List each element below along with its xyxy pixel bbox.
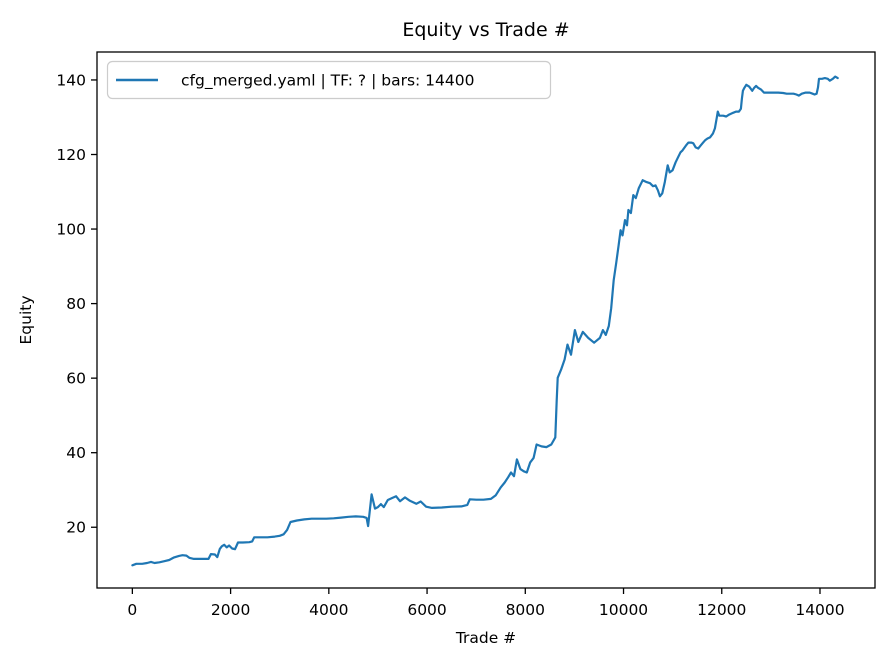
x-tick-label: 6000 [407, 601, 446, 619]
y-axis-label: Equity [17, 295, 35, 344]
y-tick-label: 60 [66, 370, 86, 388]
x-axis-label: Trade # [455, 629, 516, 647]
y-tick-label: 40 [66, 444, 86, 462]
legend-label: cfg_merged.yaml | TF: ? | bars: 14400 [181, 72, 474, 91]
legend: cfg_merged.yaml | TF: ? | bars: 14400 [106, 60, 552, 100]
x-tick-label: 0 [127, 601, 137, 619]
x-axis-ticks: 0 2000 4000 6000 8000 10000 12000 14000 [127, 588, 845, 619]
x-tick-label: 8000 [506, 601, 545, 619]
y-axis-ticks: 20 40 60 80 100 120 140 [56, 71, 97, 537]
x-tick-label: 2000 [211, 601, 250, 619]
y-tick-label: 100 [56, 221, 86, 239]
equity-line-series [131, 75, 839, 567]
x-tick-label: 12000 [697, 601, 746, 619]
legend-box [106, 60, 552, 100]
y-tick-label: 120 [56, 146, 86, 164]
y-tick-label: 80 [66, 295, 86, 313]
y-tick-label: 20 [66, 519, 86, 537]
x-tick-label: 4000 [309, 601, 348, 619]
x-tick-label: 14000 [795, 601, 844, 619]
chart-title: Equity vs Trade # [402, 19, 569, 41]
plot-area [96, 51, 876, 589]
x-tick-label: 10000 [599, 601, 648, 619]
y-tick-label: 140 [56, 71, 86, 89]
